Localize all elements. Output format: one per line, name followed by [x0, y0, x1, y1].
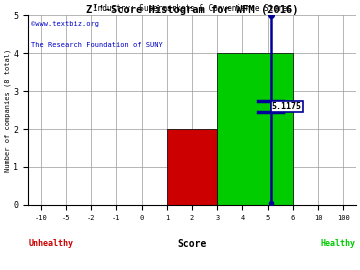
Text: Healthy: Healthy: [321, 239, 356, 248]
Text: The Research Foundation of SUNY: The Research Foundation of SUNY: [31, 42, 163, 48]
Bar: [217, 53, 293, 205]
Y-axis label: Number of companies (8 total): Number of companies (8 total): [4, 48, 11, 172]
Text: ©www.textbiz.org: ©www.textbiz.org: [31, 21, 99, 27]
Text: Industry: Supermarkets & Convenience Stores: Industry: Supermarkets & Convenience Sto…: [93, 4, 292, 13]
Text: 5.1175: 5.1175: [272, 102, 302, 111]
Text: Unhealthy: Unhealthy: [28, 239, 73, 248]
Title: Z''-Score Histogram for WFM (2016): Z''-Score Histogram for WFM (2016): [86, 5, 298, 15]
Bar: [167, 129, 217, 205]
Text: Score: Score: [177, 239, 207, 249]
